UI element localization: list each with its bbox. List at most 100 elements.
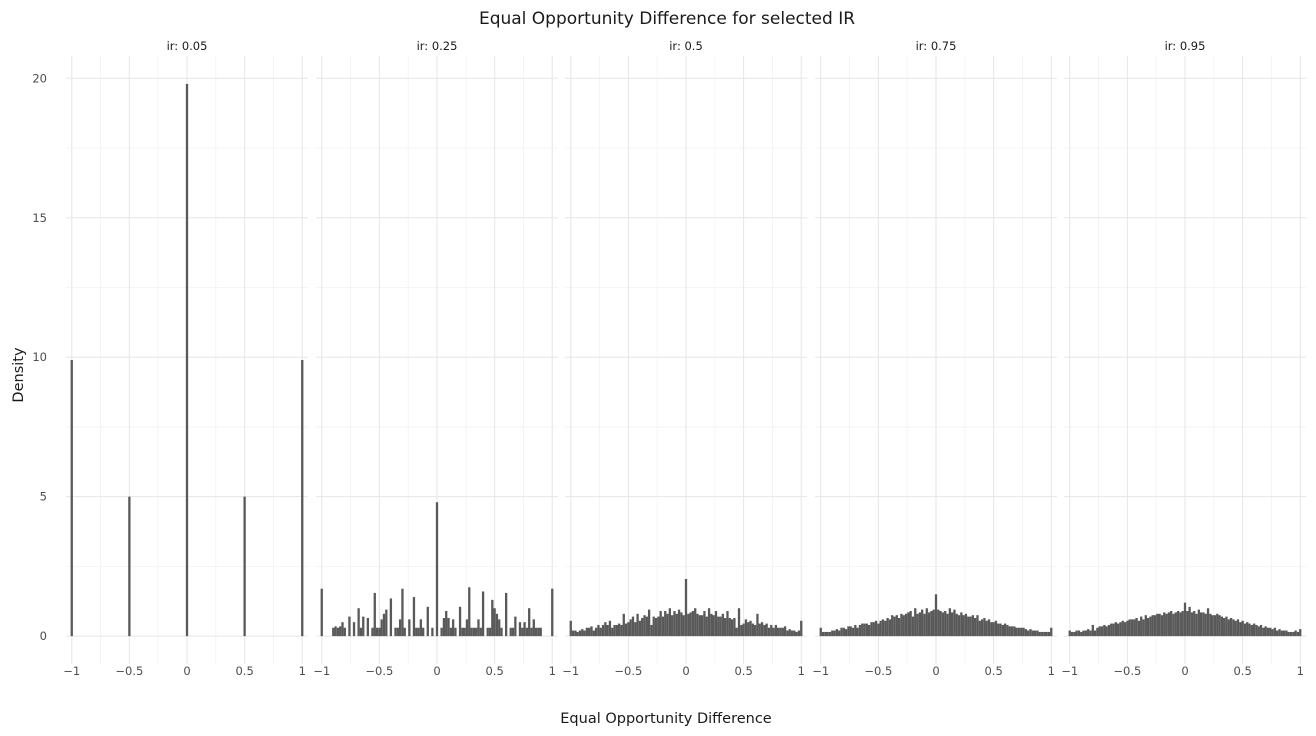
histogram-bar [974, 617, 977, 637]
histogram-bar [978, 620, 981, 637]
histogram-bar [747, 622, 750, 637]
x-tick-label: 1 [1297, 664, 1304, 678]
histogram-bar [744, 619, 748, 637]
histogram-bar [647, 609, 651, 637]
histogram-bar [601, 624, 605, 637]
histogram-bar [645, 616, 648, 637]
chart-title: Equal Opportunity Difference for selecte… [479, 9, 855, 29]
histogram-bar [1158, 613, 1161, 637]
histogram-bar [1232, 619, 1235, 637]
histogram-bar [1133, 619, 1136, 637]
histogram-bar [737, 608, 741, 637]
histogram-bar [461, 627, 464, 637]
histogram-bar [724, 617, 727, 637]
histogram-bar [481, 591, 485, 637]
histogram-bar [858, 624, 862, 637]
histogram-bar [652, 616, 655, 637]
histogram-bar [1114, 622, 1117, 637]
facet-strip-label: ir: 0.95 [1165, 39, 1206, 53]
histogram-bar [1001, 624, 1004, 637]
histogram-bar [684, 578, 688, 637]
histogram-bar [366, 617, 369, 637]
histogram-bar [1188, 606, 1191, 637]
histogram-bar [1259, 624, 1263, 637]
histogram-bar [576, 631, 579, 637]
histogram-bar [661, 616, 665, 637]
histogram-bar [1252, 623, 1256, 637]
histogram-bar [914, 608, 917, 637]
histogram-bar [1022, 627, 1025, 637]
histogram-bar [1087, 629, 1090, 637]
histogram-bar [511, 627, 515, 637]
x-tick-label: −0.5 [1113, 664, 1141, 678]
histogram-bar [611, 627, 614, 637]
histogram-bar [1216, 613, 1219, 637]
histogram-bar [380, 619, 383, 637]
histogram-bar [442, 617, 446, 637]
histogram-bar [70, 360, 73, 637]
histogram-bar [934, 594, 938, 637]
histogram-bar [897, 617, 901, 637]
histogram-bar [682, 615, 685, 637]
histogram-bar [569, 620, 572, 637]
histogram-bar [1107, 624, 1111, 637]
histogram-bar [530, 627, 533, 637]
histogram-bar [980, 619, 984, 637]
histogram-bar [1137, 620, 1141, 637]
histogram-bar [677, 609, 681, 637]
histogram-bar [707, 608, 711, 637]
histogram-bar [551, 588, 554, 637]
histogram-bar [1174, 612, 1177, 637]
histogram-bar [581, 629, 584, 637]
y-tick-label: 0 [40, 629, 47, 643]
x-tick-label: 0.5 [734, 664, 752, 678]
histogram-bar [1036, 630, 1039, 637]
histogram-bar [408, 619, 411, 637]
histogram-bar [1027, 630, 1030, 637]
histogram-bar [767, 627, 771, 637]
histogram-bar [1218, 615, 1221, 637]
histogram-bar [451, 619, 455, 637]
y-tick-label: 5 [40, 490, 47, 504]
histogram-bar [772, 627, 775, 637]
histogram-bar [781, 627, 784, 637]
histogram-bar [735, 627, 738, 637]
histogram-bar [362, 616, 365, 637]
histogram-bar [842, 627, 845, 637]
histogram-bar [1010, 626, 1014, 637]
histogram-bar [1024, 629, 1028, 637]
histogram-bar [675, 613, 678, 637]
histogram-bar [348, 616, 351, 637]
histogram-bar [717, 616, 720, 637]
histogram-bar [627, 622, 630, 637]
histogram-bar [357, 608, 360, 637]
histogram-bar [412, 597, 416, 637]
histogram-bar [1091, 624, 1094, 637]
histogram-bar [634, 622, 637, 637]
histogram-bar [1080, 631, 1083, 637]
histogram-bar [488, 627, 492, 637]
histogram-bar [1289, 631, 1293, 637]
histogram-bar [631, 616, 635, 637]
histogram-bar [1110, 623, 1113, 637]
histogram-bar [730, 619, 734, 637]
histogram-bar [394, 627, 397, 637]
histogram-bar [1239, 622, 1242, 637]
histogram-bar [1075, 630, 1078, 637]
histogram-bar [509, 627, 512, 637]
histogram-bar [620, 624, 623, 637]
histogram-bar [957, 615, 961, 637]
histogram-bar [863, 623, 866, 637]
histogram-bar [465, 619, 469, 637]
histogram-bar [795, 631, 798, 637]
histogram-bar [700, 615, 704, 637]
histogram-bar [243, 496, 246, 637]
histogram-bar [1199, 612, 1203, 637]
histogram-bar [486, 627, 489, 637]
histogram-bar [691, 611, 695, 637]
histogram-bar [445, 611, 448, 637]
histogram-bar [470, 627, 473, 637]
histogram-bar [636, 613, 639, 637]
x-tick-label: −0.5 [115, 664, 143, 678]
histogram-bar [1013, 626, 1016, 637]
